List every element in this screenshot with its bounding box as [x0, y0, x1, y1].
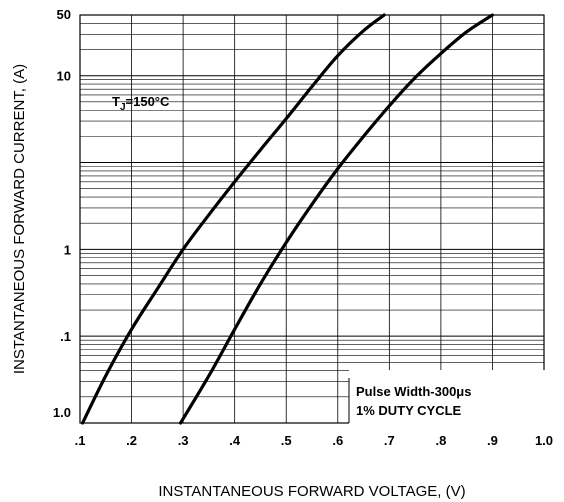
plot-frame: [79, 14, 545, 424]
y-tick-label: .1: [60, 329, 71, 344]
x-tick-label: .4: [229, 433, 241, 448]
temperature-annotation: TJ=150°C: [112, 94, 170, 113]
x-tick-label: .9: [487, 433, 498, 448]
duty-cycle-annotation: 1% DUTY CYCLE: [356, 403, 462, 418]
y-tick-label: 1: [64, 242, 71, 257]
forward-curve-1: [80, 13, 386, 425]
x-tick-label: 1.0: [535, 433, 553, 448]
y-tick-label: 50: [57, 7, 71, 22]
x-axis-title: INSTANTANEOUS FORWARD VOLTAGE, (V): [158, 483, 465, 500]
x-tick-label: .5: [281, 433, 292, 448]
pulse-width-annotation: Pulse Width-300μs: [356, 384, 471, 399]
x-tick-label: .7: [384, 433, 395, 448]
x-tick-label: .6: [332, 433, 343, 448]
x-tick-label: .3: [178, 433, 189, 448]
annotation-box: [349, 370, 545, 425]
x-tick-label: .1: [75, 433, 86, 448]
x-tick-labels: .1 .2 .3 .4 .5 .6 .7 .8 .9 1.0: [75, 433, 553, 448]
y-axis-title: INSTANTANEOUS FORWARD CURRENT, (A): [11, 64, 28, 374]
x-tick-label: .2: [126, 433, 137, 448]
y-tick-label: 10: [57, 69, 71, 84]
grid: [80, 15, 544, 423]
series-layer: [80, 13, 495, 425]
y-tick-labels: 50 10 1 .1 1.0: [53, 7, 71, 420]
x-tick-label: .8: [435, 433, 446, 448]
forward-curve-2: [178, 13, 495, 425]
y-tick-label: 1.0: [53, 405, 71, 420]
